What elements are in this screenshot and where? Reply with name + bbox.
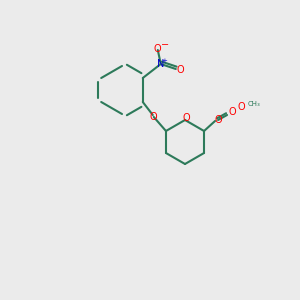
Text: O: O — [214, 115, 222, 125]
Text: N: N — [157, 59, 164, 69]
Text: O: O — [228, 107, 236, 117]
Text: O: O — [150, 112, 158, 122]
Text: O: O — [177, 65, 184, 75]
Text: O: O — [154, 44, 162, 54]
Text: O: O — [182, 113, 190, 123]
Text: −: − — [161, 40, 169, 50]
Text: O: O — [237, 102, 245, 112]
Text: +: + — [161, 58, 167, 64]
Text: CH₃: CH₃ — [248, 101, 261, 107]
